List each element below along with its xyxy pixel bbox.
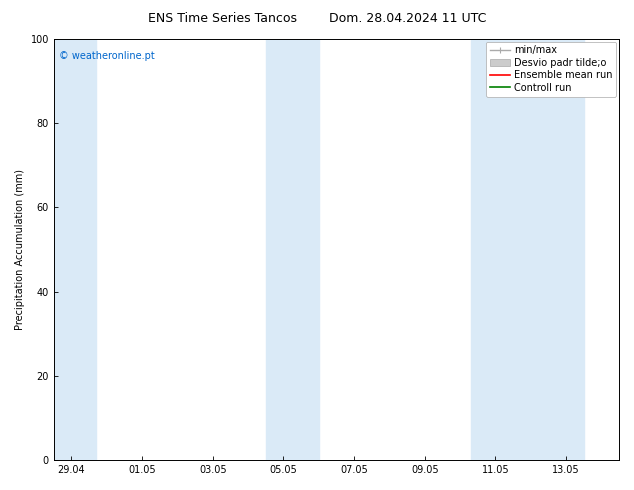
- Bar: [54, 39, 96, 460]
- Text: ENS Time Series Tancos        Dom. 28.04.2024 11 UTC: ENS Time Series Tancos Dom. 28.04.2024 1…: [148, 12, 486, 25]
- Y-axis label: Precipitation Accumulation (mm): Precipitation Accumulation (mm): [15, 169, 25, 330]
- Text: © weatheronline.pt: © weatheronline.pt: [60, 51, 155, 61]
- Bar: [266, 39, 319, 460]
- Legend: min/max, Desvio padr tilde;o, Ensemble mean run, Controll run: min/max, Desvio padr tilde;o, Ensemble m…: [486, 42, 616, 97]
- Bar: [470, 39, 584, 460]
